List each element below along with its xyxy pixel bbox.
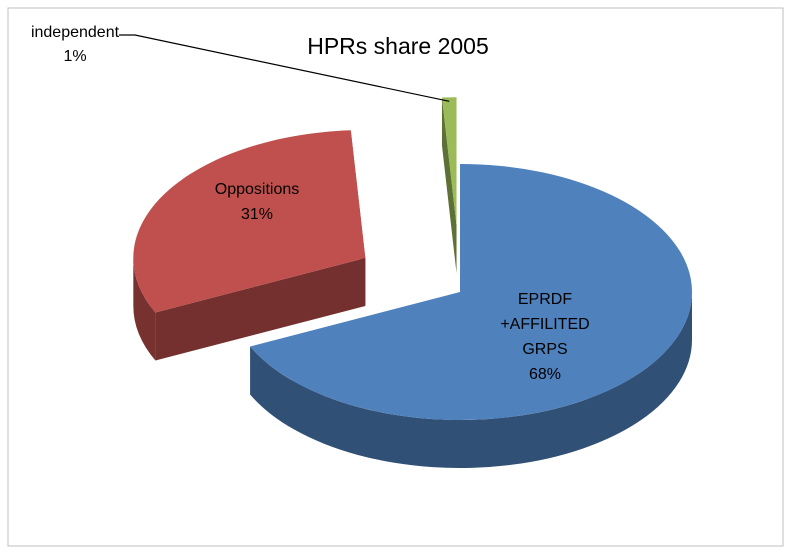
slice-value-label: 68% (529, 366, 561, 383)
slice-value-label: 31% (241, 206, 273, 223)
leader-line (119, 34, 450, 102)
slice-side (155, 258, 366, 361)
slice-category-label: Oppositions (215, 181, 300, 198)
slice-category-label: EPRDF +AFFILITED GRPS (500, 291, 589, 358)
slice-wall (250, 292, 692, 468)
slice-side (441, 97, 457, 274)
slice (250, 164, 692, 420)
slice-category-label: independent (31, 24, 120, 41)
slice-wall (133, 258, 156, 361)
slice (441, 97, 457, 226)
slice-value-label: 1% (63, 48, 86, 65)
slice (133, 130, 366, 313)
chart-title: HPRs share 2005 (307, 33, 489, 59)
